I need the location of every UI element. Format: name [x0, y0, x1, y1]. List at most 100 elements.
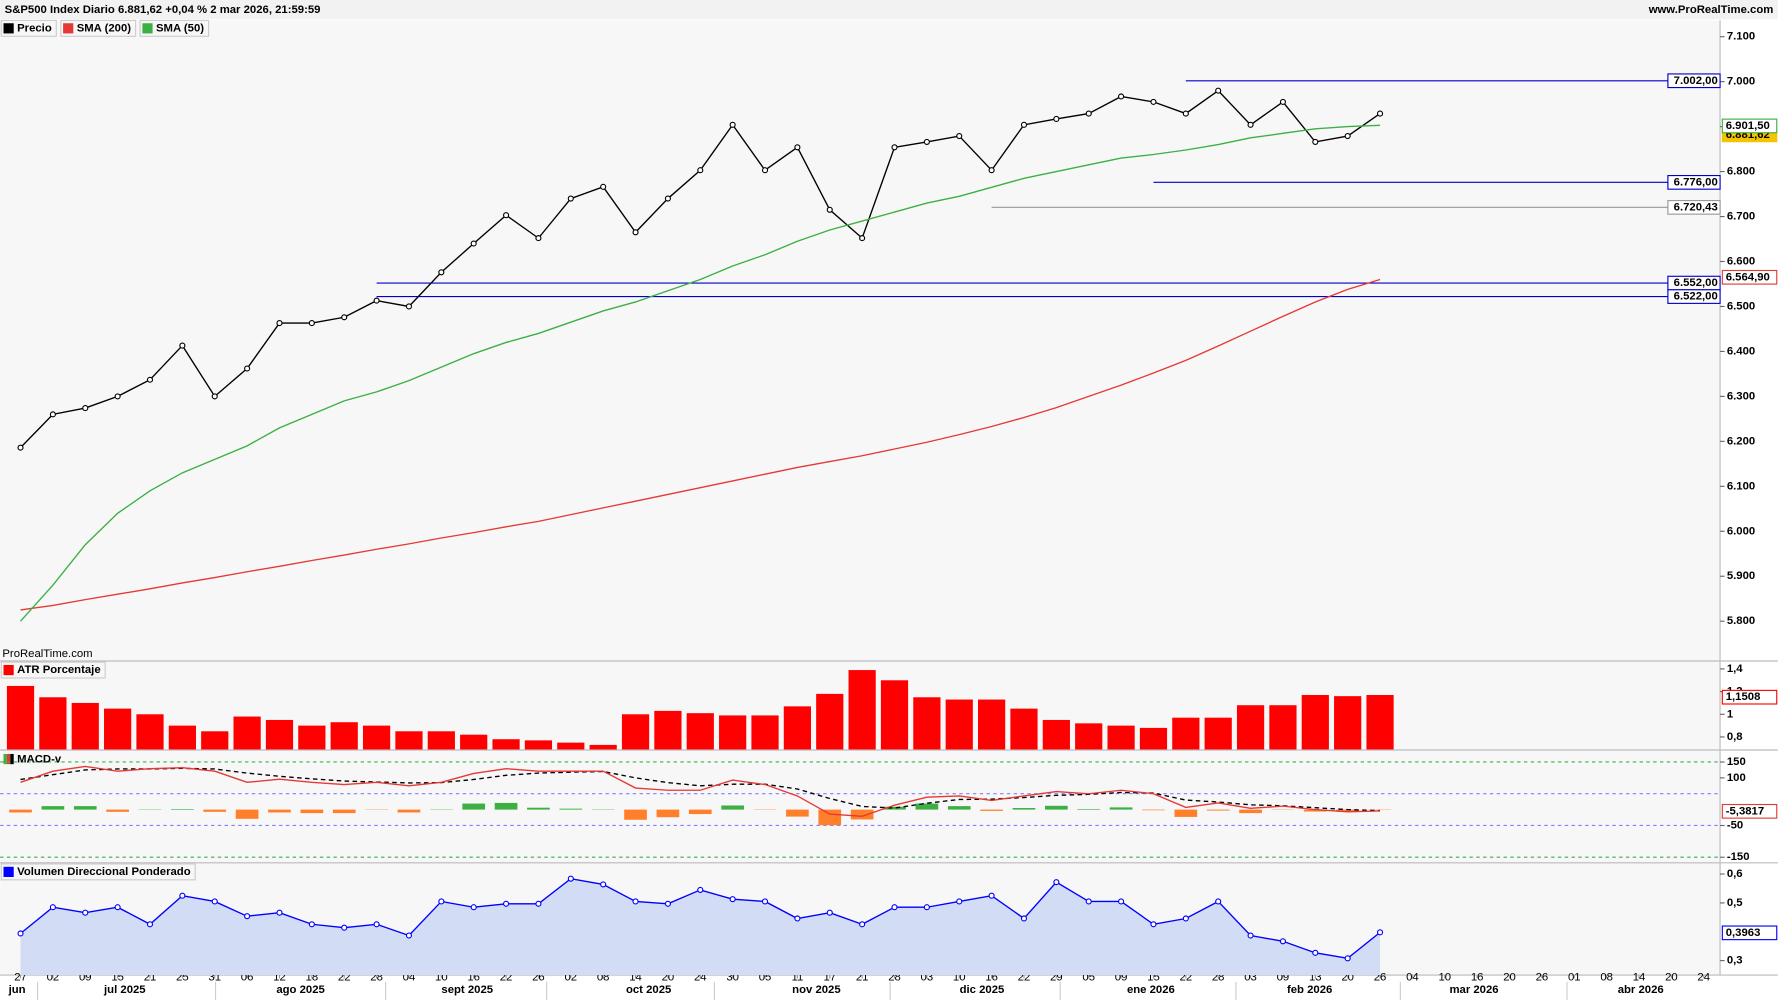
x-tick-label: 24: [1697, 971, 1710, 983]
point: [988, 892, 995, 899]
point: [82, 405, 89, 412]
histogram-bar: [915, 803, 939, 810]
point: [664, 900, 671, 907]
point: [988, 167, 995, 174]
point: [179, 342, 186, 349]
bar: [1042, 719, 1070, 750]
point: [1215, 898, 1222, 905]
x-tick-label: 20: [1665, 971, 1678, 983]
bar: [557, 742, 585, 750]
point: [1020, 121, 1028, 128]
x-tick-label: 16: [1471, 971, 1484, 983]
level-label-box: [1667, 174, 1721, 190]
point: [146, 376, 154, 383]
area: [20, 878, 1381, 976]
legend-box: [0, 19, 57, 37]
point: [17, 930, 24, 937]
panel: -150 -50 100 150 MACD-v -5,3817: [0, 754, 1778, 863]
level-label: 6.776,00: [1674, 176, 1718, 188]
bar: [1236, 705, 1265, 750]
y-tick-label: 6.000: [1727, 525, 1755, 537]
level-label: 6.552,00: [1674, 277, 1718, 289]
bar: [621, 714, 650, 750]
legend-label: SMA (200): [77, 22, 132, 34]
point: [567, 195, 574, 202]
histogram-bar: [656, 809, 680, 818]
point: [729, 896, 736, 903]
bar: [783, 706, 811, 750]
point: [1312, 138, 1319, 145]
month-label: sept 2025: [441, 984, 493, 996]
point: [244, 365, 251, 372]
point: [567, 875, 574, 882]
bar: [492, 739, 520, 750]
histogram-bar: [1045, 805, 1068, 810]
legend-box: [0, 661, 106, 679]
bar: [265, 719, 294, 750]
header-site: www.ProRealTime.com: [1648, 4, 1774, 16]
legend-label: Volumen Direccional Ponderado: [17, 866, 191, 878]
macd-legend-icon: [3, 753, 14, 765]
header-title: S&P500 Index Diario 6.881,62 +0,04 % 2 m…: [5, 4, 321, 16]
y-tick-label: 0,8: [1727, 731, 1743, 743]
y-tick-label: 5.900: [1727, 570, 1755, 582]
point: [244, 913, 251, 920]
bar: [330, 722, 358, 750]
histogram-bar: [818, 809, 842, 826]
legend-box: [60, 19, 137, 37]
month-label: mar 2026: [1449, 984, 1498, 996]
legend-swatch: [10, 753, 14, 765]
bar: [6, 685, 35, 750]
point: [1247, 932, 1254, 939]
histogram-bar: [41, 806, 65, 810]
y-tick-label: -150: [1727, 851, 1750, 863]
bar: [913, 697, 941, 750]
point: [535, 235, 542, 242]
bar: [298, 725, 326, 750]
y-tick-label: 6.300: [1727, 390, 1755, 402]
point: [308, 921, 315, 928]
point: [1376, 110, 1384, 117]
histogram-bar: [106, 809, 129, 812]
y-tick-label: 0,3: [1727, 955, 1743, 967]
point: [1118, 93, 1125, 100]
bar: [1204, 717, 1232, 750]
point: [211, 898, 218, 905]
y-tick-label: 100: [1727, 772, 1746, 784]
histogram-bar: [203, 809, 227, 812]
histogram-bar: [786, 809, 809, 817]
x-tick-label: 04: [1406, 971, 1419, 983]
point: [1053, 879, 1060, 886]
point: [373, 297, 380, 304]
point: [503, 900, 510, 907]
histogram-bar: [235, 809, 259, 819]
point: [1053, 115, 1060, 123]
watermark: ProRealTime.com: [2, 648, 92, 660]
bar: [201, 731, 229, 750]
last-value-box: [1721, 118, 1778, 134]
point: [179, 892, 186, 899]
point: [859, 921, 866, 928]
legend-swatch: [3, 753, 7, 765]
bar: [1301, 695, 1329, 750]
point: [1215, 87, 1222, 94]
last-value-label: -5,3817: [1726, 805, 1764, 817]
point: [1118, 898, 1125, 905]
point: [794, 144, 801, 151]
point: [632, 898, 639, 905]
month-label: jun: [8, 984, 26, 996]
legend-swatch: [142, 23, 153, 34]
level-label: 6.720,43: [1674, 201, 1718, 213]
bar: [719, 715, 747, 750]
histogram-bar: [947, 806, 971, 810]
bar: [751, 715, 779, 750]
point: [600, 183, 607, 190]
point: [438, 269, 445, 276]
histogram-bar: [624, 809, 647, 820]
legend-swatch: [6, 753, 11, 765]
y-tick-label: 150: [1727, 756, 1746, 768]
histogram-bar: [559, 808, 583, 810]
point: [697, 167, 704, 174]
point: [276, 909, 283, 916]
point: [503, 212, 510, 219]
